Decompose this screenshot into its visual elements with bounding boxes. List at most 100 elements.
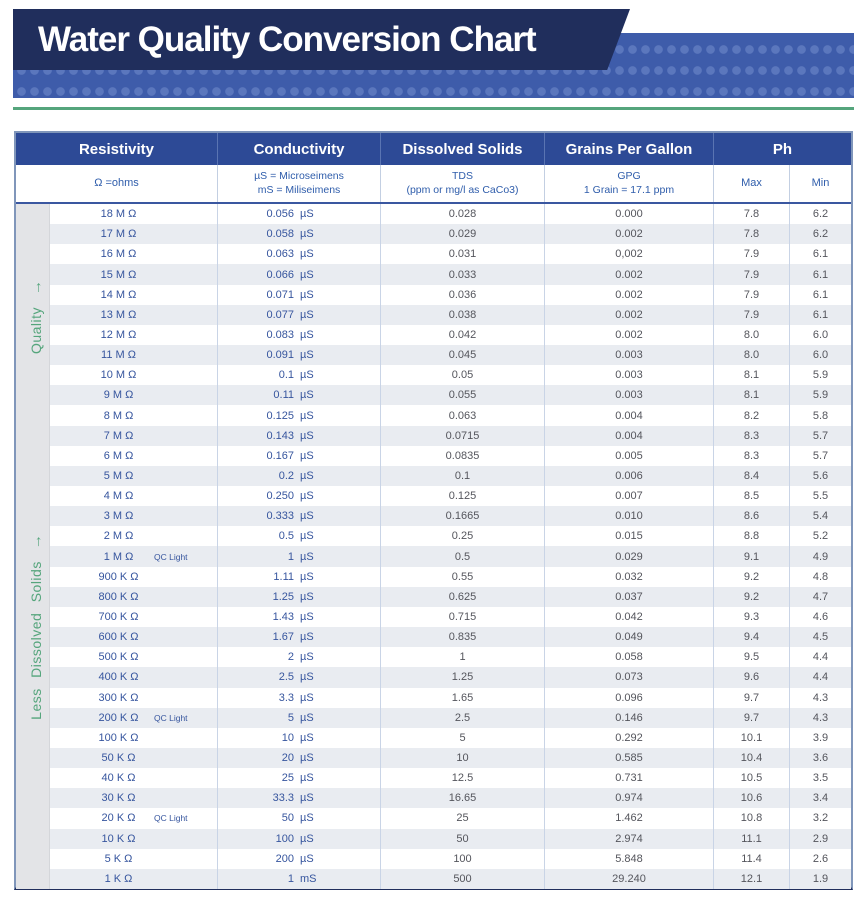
- tds-value: 0.031: [381, 244, 545, 265]
- ph-min-value: 4.9: [812, 550, 829, 563]
- gpg-value: 0.146: [545, 707, 714, 728]
- tds-value: 0.125: [381, 486, 545, 507]
- conductivity-unit: µS: [300, 812, 314, 825]
- resistivity-value: 4 M Ω: [103, 490, 134, 503]
- conductivity-unit: µS: [300, 832, 314, 845]
- resistivity-value: 9 M Ω: [103, 389, 134, 402]
- header-resistivity: Resistivity: [16, 133, 218, 165]
- conductivity-value: 0.5: [278, 530, 294, 543]
- table-row: 4 M Ω 0.250 µS 0.125 0.007 8.5 5.5: [16, 486, 851, 507]
- conductivity-value: 2.5: [278, 671, 294, 684]
- tds-value: 12.5: [381, 768, 545, 789]
- ph-min-value: 2.6: [812, 852, 829, 865]
- quality-gutter-cell: [16, 385, 50, 406]
- subheader-tds: TDS: [452, 169, 473, 182]
- ph-min-value: 3.4: [812, 792, 829, 805]
- gpg-value: 0.000: [545, 204, 714, 225]
- gpg-value: 5.848: [545, 848, 714, 869]
- tds-value: 2.5: [381, 707, 545, 728]
- tds-value: 500: [381, 868, 545, 889]
- quality-gutter-cell: [16, 687, 50, 708]
- gpg-value: 0,002: [545, 244, 714, 265]
- ph-max-value: 11.1: [714, 828, 790, 849]
- conductivity-unit: µS: [300, 429, 314, 442]
- conductivity-unit: µS: [300, 409, 314, 422]
- quality-gutter-cell: [16, 345, 50, 366]
- gpg-value: 0.006: [545, 465, 714, 487]
- title-banner: Water Quality Conversion Chart: [13, 9, 630, 70]
- ph-min-value: 4.5: [812, 631, 829, 644]
- ph-min-value: 6.0: [812, 349, 829, 362]
- resistivity-value: 15 M Ω: [100, 268, 137, 281]
- qc-light-label: QC Light: [154, 813, 188, 824]
- quality-gutter-cell: [16, 707, 50, 728]
- table-row: 30 K Ω 33.3 µS 16.65 0.974 10.6 3.4: [16, 788, 851, 809]
- tds-value: 0.028: [381, 204, 545, 225]
- conductivity-value: 0.143: [266, 429, 294, 442]
- tds-value: 0.835: [381, 627, 545, 648]
- ph-max-value: 8.3: [714, 445, 790, 466]
- header-ph: Ph: [772, 140, 793, 158]
- quality-gutter-cell: [16, 606, 50, 628]
- gpg-value: 0.002: [545, 264, 714, 285]
- resistivity-value: 3 M Ω: [103, 510, 134, 523]
- gpg-value: 0.007: [545, 486, 714, 507]
- ph-min-value: 5.6: [812, 469, 829, 482]
- gpg-value: 0.015: [545, 526, 714, 547]
- tds-value: 0.036: [381, 284, 545, 305]
- tds-value: 100: [381, 848, 545, 869]
- ph-max-value: 8.5: [714, 486, 790, 507]
- gpg-value: 29.240: [545, 868, 714, 889]
- conductivity-value: 1: [287, 550, 294, 563]
- conductivity-unit: µS: [300, 490, 314, 503]
- conductivity-value: 0.091: [266, 349, 294, 362]
- table-row: 9 M Ω 0.11 µS 0.055 0.003 8.1 5.9: [16, 385, 851, 406]
- conductivity-unit: µS: [300, 389, 314, 402]
- tds-value: 0.55: [381, 566, 545, 587]
- conductivity-unit: µS: [300, 530, 314, 543]
- tds-value: 0.1: [381, 465, 545, 487]
- ph-min-value: 3.6: [812, 752, 829, 765]
- quality-gutter-cell: [16, 848, 50, 869]
- conductivity-value: 0.071: [266, 288, 294, 301]
- gpg-value: 0.002: [545, 304, 714, 325]
- quality-gutter-cell: [16, 465, 50, 487]
- tds-value: 0.25: [381, 526, 545, 547]
- resistivity-value: 13 M Ω: [100, 308, 137, 321]
- subheader-resistivity: Ω =ohms: [16, 165, 218, 202]
- tds-value: 5: [381, 727, 545, 748]
- quality-gutter-cell: [16, 486, 50, 507]
- conductivity-value: 0.2: [278, 469, 294, 482]
- table-row: 16 M Ω 0.063 µS 0.031 0,002 7.9 6.1: [16, 244, 851, 265]
- conductivity-unit: mS: [300, 872, 317, 885]
- quality-gutter-cell: [16, 828, 50, 849]
- tds-value: 0.033: [381, 264, 545, 285]
- subheader-dissolved-solids: TDS (ppm or mg/l as CaCo3): [381, 165, 545, 202]
- ph-min-value: 6.1: [812, 268, 829, 281]
- gpg-value: 0.292: [545, 727, 714, 748]
- ph-min-value: 6.2: [812, 208, 829, 221]
- gpg-value: 0.073: [545, 667, 714, 688]
- conductivity-value: 0.063: [266, 248, 294, 261]
- ph-min-value: 5.7: [812, 449, 829, 462]
- quality-gutter-cell: [16, 526, 50, 547]
- conductivity-unit: µS: [300, 369, 314, 382]
- conductivity-unit: µS: [300, 288, 314, 301]
- ph-min-value: 6.1: [812, 308, 829, 321]
- conductivity-unit: µS: [300, 469, 314, 482]
- quality-gutter-cell: [16, 566, 50, 587]
- table-row: 700 K Ω 1.43 µS 0.715 0.042 9.3 4.6: [16, 606, 851, 628]
- table-row: 18 M Ω 0.056 µS 0.028 0.000 7.8 6.2: [16, 204, 851, 225]
- quality-axis-text: Quality: [28, 306, 44, 355]
- ph-min-value: 5.9: [812, 369, 829, 382]
- resistivity-value: 17 M Ω: [100, 228, 137, 241]
- ph-max-value: 7.9: [714, 304, 790, 325]
- table-row: 500 K Ω 2 µS 1 0.058 9.5 4.4: [16, 647, 851, 668]
- tds-value: 50: [381, 828, 545, 849]
- table-row: 14 M Ω 0.071 µS 0.036 0.002 7.9 6.1: [16, 284, 851, 305]
- ph-max-value: 10.6: [714, 788, 790, 809]
- table-row: 600 K Ω 1.67 µS 0.835 0.049 9.4 4.5: [16, 627, 851, 648]
- gpg-value: 0.010: [545, 506, 714, 527]
- conductivity-unit: µS: [300, 248, 314, 261]
- ph-min-value: 5.4: [812, 510, 829, 523]
